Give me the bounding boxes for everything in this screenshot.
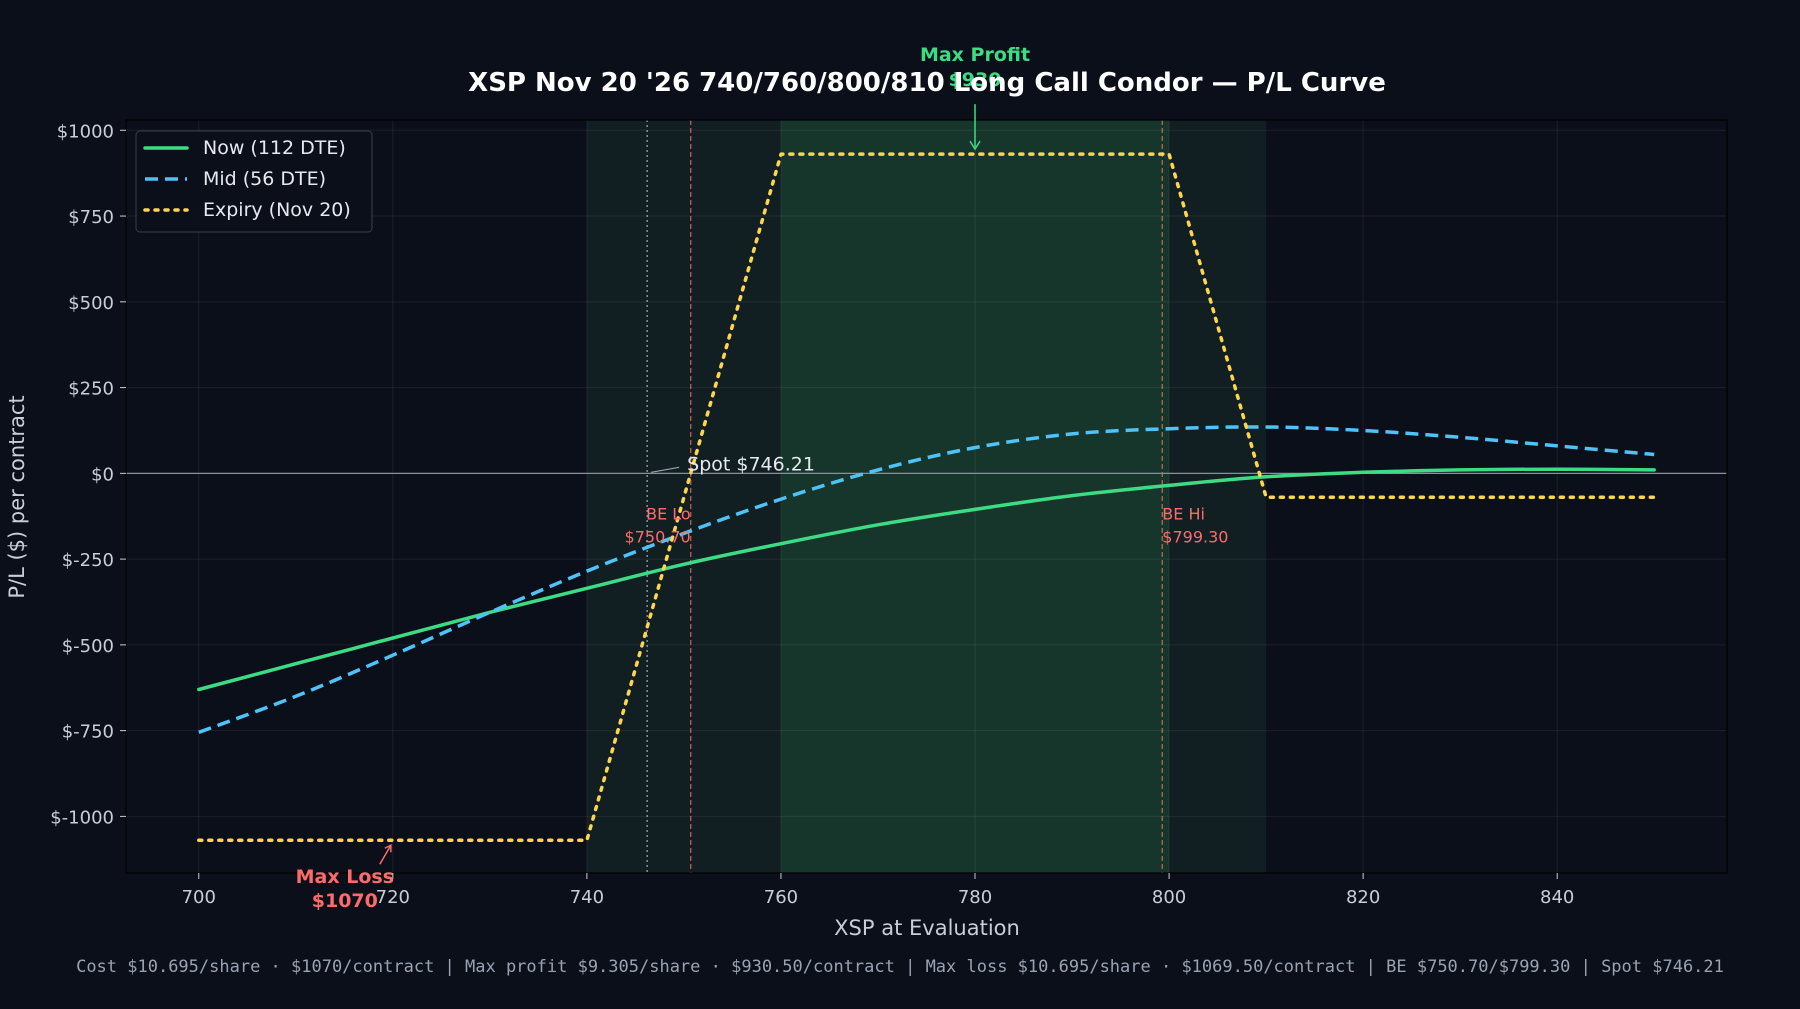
x-tick-label: 780 bbox=[958, 887, 992, 908]
legend-label-3: Expiry (Nov 20) bbox=[203, 199, 351, 221]
footer-text: Cost $10.695/share · $1070/contract | Ma… bbox=[76, 957, 1724, 977]
legend-label-1: Now (112 DTE) bbox=[203, 137, 346, 159]
x-tick-label: 720 bbox=[376, 887, 410, 908]
y-tick-label: $-500 bbox=[62, 636, 114, 657]
be-hi-label: BE Hi bbox=[1162, 505, 1205, 524]
series-line-3 bbox=[197, 152, 1656, 842]
max-profit-label: Max Profit bbox=[920, 44, 1030, 66]
y-tick-label: $1000 bbox=[57, 121, 114, 142]
be-hi-value: $799.30 bbox=[1162, 528, 1228, 547]
x-tick-label: 800 bbox=[1152, 887, 1186, 908]
spot-pointer bbox=[651, 466, 680, 473]
max-profit-arrowhead bbox=[969, 140, 981, 151]
x-tick-label: 740 bbox=[570, 887, 604, 908]
plot-frame bbox=[125, 119, 1728, 874]
be-lo-value: $750.70 bbox=[625, 528, 691, 547]
be-lo-label: BE Lo bbox=[646, 505, 691, 524]
max-profit-value: $930 bbox=[949, 69, 1002, 91]
profit-zone-region bbox=[780, 120, 1170, 873]
legend-box bbox=[135, 130, 373, 233]
legend-label-2: Mid (56 DTE) bbox=[203, 168, 326, 190]
y-tick-label: $-1000 bbox=[50, 807, 114, 828]
max-loss-label: Max Loss bbox=[296, 866, 394, 888]
series-line-1 bbox=[197, 467, 1656, 692]
y-axis-label: P/L ($) per contract bbox=[5, 395, 29, 598]
x-tick-label: 760 bbox=[764, 887, 798, 908]
x-axis-label: XSP at Evaluation bbox=[834, 916, 1020, 940]
footer-summary: Cost $10.695/share · $1070/contract | Ma… bbox=[0, 957, 1800, 981]
x-tick-label: 840 bbox=[1540, 887, 1574, 908]
spot-label: Spot $746.21 bbox=[687, 453, 815, 475]
x-tick-label: 820 bbox=[1346, 887, 1380, 908]
y-tick-label: $-750 bbox=[62, 722, 114, 743]
y-tick-label: $750 bbox=[68, 207, 114, 228]
x-tick-label: 700 bbox=[182, 887, 216, 908]
y-tick-label: $0 bbox=[91, 464, 114, 485]
y-tick-label: $250 bbox=[68, 379, 114, 400]
chart-title: XSP Nov 20 '26 740/760/800/810 Long Call… bbox=[468, 68, 1386, 98]
series-line-2 bbox=[198, 425, 1655, 734]
y-tick-label: $500 bbox=[68, 293, 114, 314]
max-loss-arrow bbox=[379, 844, 392, 865]
max-loss-arrowhead bbox=[384, 844, 392, 853]
y-tick-label: $-250 bbox=[62, 550, 114, 571]
max-loss-value: $1070 bbox=[312, 890, 378, 912]
